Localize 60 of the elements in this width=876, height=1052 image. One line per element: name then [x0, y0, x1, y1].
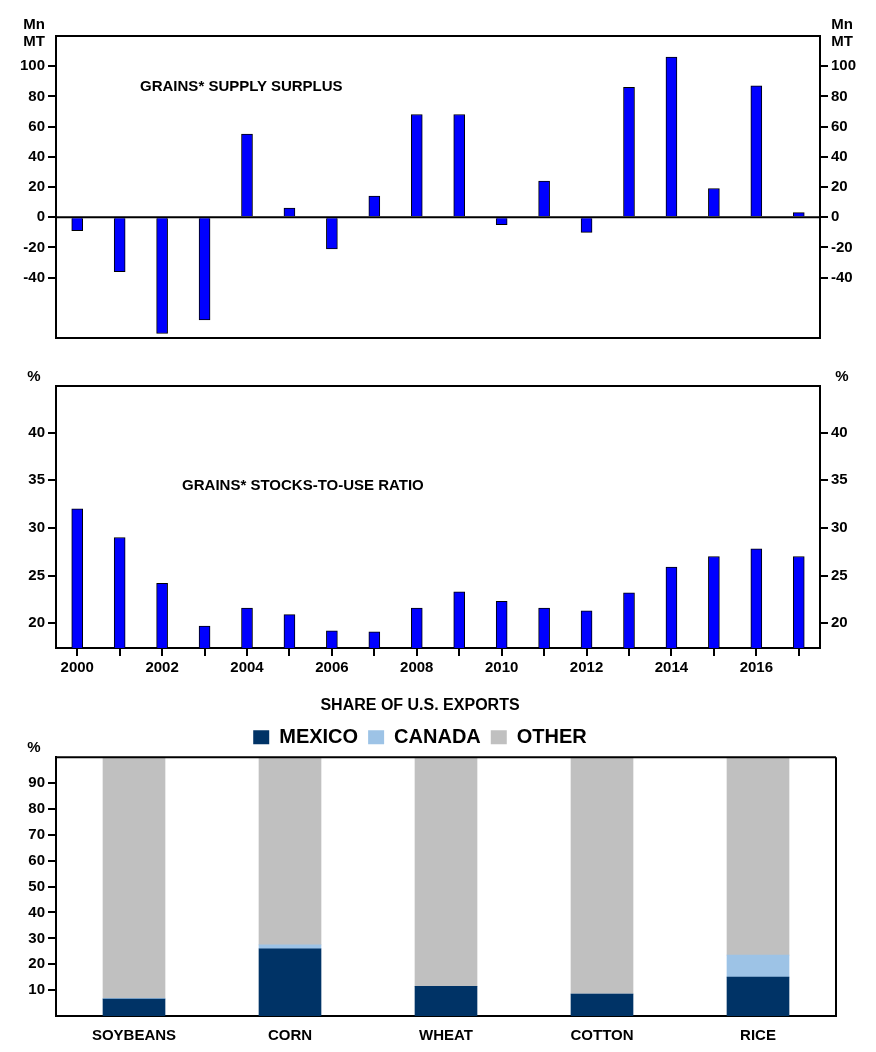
x-tick-label: WHEAT: [419, 1026, 473, 1044]
y2-tick-label: 80: [831, 86, 848, 104]
y-tick-label: 80: [28, 86, 45, 104]
y-axis-title: Mn MT: [23, 14, 45, 49]
y-tick-label: 90: [28, 773, 45, 791]
y2-tick-label: 25: [831, 565, 848, 583]
y-tick-label: 20: [28, 954, 45, 972]
x-tick-label: 2008: [400, 658, 434, 676]
x-tick-label: 2016: [739, 658, 774, 676]
y-tick-label: 80: [28, 799, 45, 817]
x-tick-label: SOYBEANS: [91, 1026, 177, 1044]
y-tick-label: 40: [28, 146, 45, 164]
text: GRAINS* SUPPLY SURPLUS: [140, 77, 343, 95]
y-tick-label: 60: [28, 116, 45, 134]
x-tick-label: 2002: [145, 658, 179, 676]
y2-tick-label: -40: [831, 267, 853, 285]
y2-tick-label: 40: [831, 146, 848, 164]
y-tick-label: 70: [28, 824, 45, 842]
x-tick-label: 2004: [230, 658, 265, 676]
y2-tick-label: 60: [831, 116, 848, 134]
x-tick-label: 2000: [60, 658, 94, 676]
y2-tick-label: -20: [831, 237, 853, 255]
y2-tick-label: 100: [831, 56, 857, 74]
y-tick-label: 0: [36, 207, 45, 225]
y-tick-label: 30: [28, 928, 45, 946]
y2-axis-title: %: [835, 366, 849, 384]
x-tick-label: 2010: [484, 658, 519, 676]
x-tick-label: 2006: [315, 658, 349, 676]
y-tick-label: 35: [28, 470, 45, 488]
y2-axis-title: Mn MT: [831, 14, 853, 49]
y2-tick-label: 30: [831, 518, 848, 536]
text: GRAINS* STOCKS-TO-USE RATIO: [182, 475, 425, 493]
y-tick-label: -40: [23, 267, 45, 285]
y-tick-label: 60: [28, 850, 45, 868]
y2-tick-label: 0: [831, 207, 840, 225]
y2-tick-label: 20: [831, 613, 848, 631]
y-tick-label: 40: [28, 902, 45, 920]
y2-tick-label: 35: [831, 470, 848, 488]
legend-label: OTHER: [516, 724, 588, 747]
y-tick-label: 20: [28, 177, 45, 195]
y2-tick-label: 40: [831, 422, 848, 440]
y-tick-label: -20: [23, 237, 45, 255]
x-tick-label: 2012: [569, 658, 604, 676]
y-axis-title: %: [27, 366, 41, 384]
y-tick-label: 50: [28, 876, 45, 894]
y-tick-label: 25: [28, 565, 45, 583]
x-tick-label: RICE: [740, 1026, 776, 1044]
y-tick-label: 30: [28, 518, 45, 536]
x-tick-label: CORN: [267, 1026, 313, 1044]
legend-label: CANADA: [394, 724, 481, 747]
x-tick-label: 2014: [654, 658, 689, 676]
chart-title: SHARE OF U.S. EXPORTS: [320, 696, 520, 714]
y-tick-label: 40: [28, 422, 45, 440]
y-tick-label: 20: [28, 613, 45, 631]
y-tick-label: 100: [19, 56, 45, 74]
legend-label: MEXICO: [279, 724, 359, 747]
y-tick-label: 10: [28, 980, 45, 998]
y-axis-title: %: [27, 737, 41, 755]
y2-tick-label: 20: [831, 177, 848, 195]
x-tick-label: COTTON: [570, 1026, 634, 1044]
